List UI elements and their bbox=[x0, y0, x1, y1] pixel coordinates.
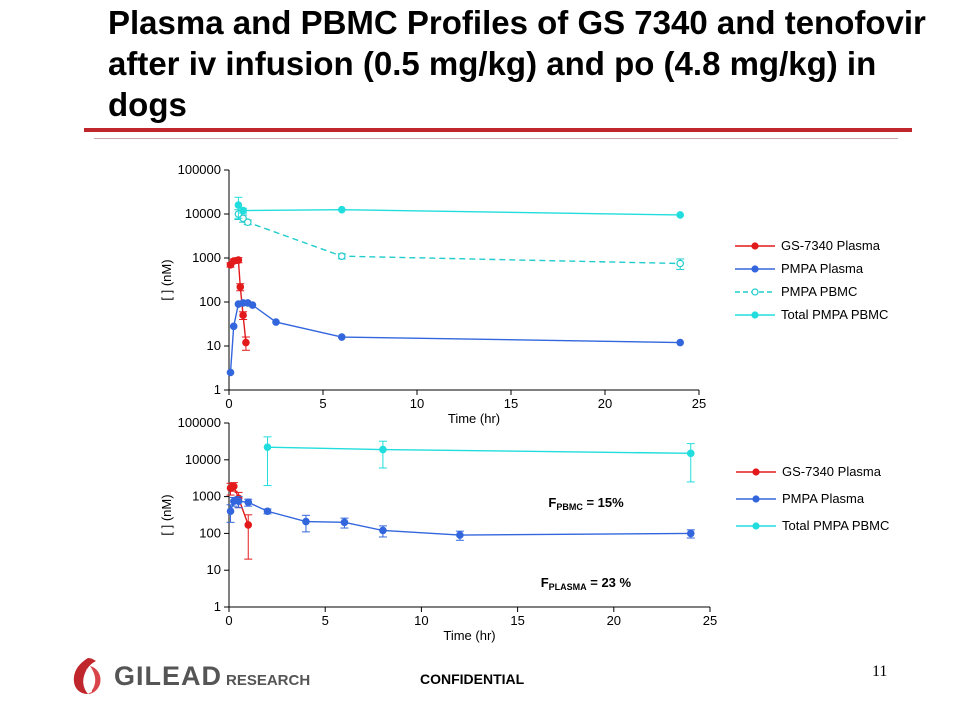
chart-0-data-point bbox=[676, 211, 685, 219]
slide-title: Plasma and PBMC Profiles of GS 7340 and … bbox=[108, 4, 926, 123]
chart-0-data-point bbox=[337, 205, 346, 214]
chart-0-data-point bbox=[244, 218, 252, 227]
chart-1-data-point bbox=[263, 443, 272, 451]
chart-1-legend-label: Total PMPA PBMC bbox=[782, 518, 889, 533]
chart-1-xtick-label: 5 bbox=[322, 613, 329, 628]
chart-0-legend-label: PMPA Plasma bbox=[781, 261, 864, 276]
chart-1-legend-label: GS-7340 Plasma bbox=[782, 464, 882, 479]
chart-1-legend: GS-7340 Plasma PMPA Plasma Total PMPA PBMC bbox=[736, 464, 889, 533]
footer-brand: GILEAD bbox=[114, 661, 223, 691]
chart-0-ytick-label: 10 bbox=[207, 338, 221, 353]
chart-0-xtick-label: 25 bbox=[692, 396, 706, 411]
chart-bottom-plasma-pbmc-po: 1 10 100 1000 10000 100000 0 5 10 15 20 25 Time (hr)… bbox=[159, 415, 889, 643]
chart-0-legend-marker bbox=[751, 288, 759, 296]
chart-1-data-point bbox=[456, 531, 464, 539]
title-divider bbox=[84, 128, 912, 132]
chart-0-xtick-label: 15 bbox=[504, 396, 518, 411]
chart-0-legend-marker bbox=[751, 311, 759, 319]
chart-0-legend-label: GS-7340 Plasma bbox=[781, 238, 881, 253]
chart-1-legend-marker bbox=[752, 522, 760, 530]
chart-1-annotation: FPLASMA = 23 % bbox=[541, 575, 632, 592]
chart-0-data-point bbox=[239, 311, 247, 320]
page-number: 11 bbox=[872, 663, 888, 680]
chart-1-ytick-label: 10000 bbox=[185, 452, 221, 467]
chart-1-series-2 bbox=[263, 436, 695, 487]
chart-1-ytick-label: 1 bbox=[214, 599, 221, 614]
chart-0-series-1 bbox=[226, 299, 685, 377]
chart-0-data-point bbox=[234, 256, 243, 264]
chart-0-data-point bbox=[239, 206, 247, 215]
footer-research: RESEARCH bbox=[226, 672, 311, 689]
chart-0-data-point bbox=[676, 338, 685, 347]
chart-0-data-point bbox=[242, 338, 250, 347]
chart-1-ytick-label: 100 bbox=[199, 525, 221, 540]
chart-0-data-point bbox=[226, 368, 235, 377]
chart-0-legend-marker bbox=[751, 265, 759, 273]
chart-0-legend-label: PMPA PBMC bbox=[781, 284, 857, 299]
title-divider-thin bbox=[94, 138, 898, 139]
chart-0-series-line bbox=[237, 204, 681, 216]
chart-0-legend: GS-7340 Plasma PMPA Plasma PMPA PBMC Total … bbox=[735, 238, 888, 322]
chart-1-xtick-label: 10 bbox=[414, 613, 428, 628]
chart-1-x-axis-title: Time (hr) bbox=[443, 628, 495, 643]
chart-1-ytick-label: 100000 bbox=[178, 415, 221, 430]
chart-1-legend-marker bbox=[752, 468, 760, 476]
chart-1-xtick-label: 15 bbox=[510, 613, 524, 628]
chart-0-data-point bbox=[229, 322, 238, 331]
chart-1-ytick-label: 1000 bbox=[192, 489, 221, 504]
chart-0-series-3 bbox=[234, 196, 685, 219]
chart-0-data-point bbox=[236, 283, 245, 291]
chart-1-data-point bbox=[686, 449, 695, 458]
chart-1-xtick-label: 25 bbox=[703, 613, 717, 628]
chart-1-legend-marker bbox=[752, 495, 760, 503]
chart-0-series-line bbox=[237, 213, 681, 265]
chart-1-data-point bbox=[230, 482, 238, 491]
chart-0-legend-marker bbox=[751, 242, 759, 250]
chart-1-data-point bbox=[263, 507, 272, 516]
chart-1-series-line bbox=[267, 446, 691, 455]
chart-0-xtick-label: 10 bbox=[410, 396, 424, 411]
chart-0-x-axis-title: Time (hr) bbox=[448, 411, 500, 426]
chart-0-data-point bbox=[272, 318, 280, 326]
chart-1-data-point bbox=[244, 521, 253, 529]
footer-confidential: CONFIDENTIAL bbox=[420, 671, 525, 687]
chart-0-ytick-label: 1000 bbox=[192, 250, 221, 265]
chart-0-data-point bbox=[676, 259, 685, 268]
chart-1-data-point bbox=[686, 529, 695, 538]
chart-1-data-point bbox=[234, 497, 243, 505]
chart-1-data-point bbox=[379, 445, 387, 454]
chart-0-ytick-label: 100 bbox=[199, 294, 221, 309]
chart-1-xtick-label: 0 bbox=[225, 613, 232, 628]
chart-0-ytick-label: 10000 bbox=[185, 206, 221, 221]
chart-1-data-point bbox=[302, 517, 310, 526]
chart-0-series-line bbox=[229, 302, 681, 373]
chart-0-xtick-label: 5 bbox=[319, 396, 326, 411]
chart-1-y-axis-title: [ ] (nM) bbox=[159, 494, 174, 535]
chart-1-xtick-label: 20 bbox=[607, 613, 621, 628]
chart-0-xtick-label: 0 bbox=[225, 396, 232, 411]
chart-1-annotation: FPBMC = 15% bbox=[548, 495, 624, 512]
chart-0-data-point bbox=[337, 333, 346, 341]
chart-0-series-2 bbox=[234, 209, 685, 270]
chart-0-xtick-label: 20 bbox=[598, 396, 612, 411]
chart-top-plasma-pbmc-iv: 1 10 100 1000 10000 100000 0 5 10 15 20 25 Time (hr)… bbox=[159, 162, 888, 426]
gilead-logo-icon bbox=[73, 658, 101, 694]
chart-1-data-point bbox=[244, 498, 253, 507]
chart-0-data-point bbox=[248, 301, 257, 309]
chart-1-legend-label: PMPA Plasma bbox=[782, 491, 865, 506]
footer-logo: GILEAD RESEARCH bbox=[70, 656, 370, 696]
chart-1-ytick-label: 10 bbox=[207, 562, 221, 577]
chart-1-data-point bbox=[379, 526, 387, 535]
chart-0-y-axis-title: [ ] (nM) bbox=[159, 259, 174, 300]
chart-1-data-point bbox=[340, 518, 349, 527]
chart-0-legend-label: Total PMPA PBMC bbox=[781, 307, 888, 322]
chart-0-data-point bbox=[234, 201, 243, 209]
chart-0-series-0 bbox=[226, 256, 250, 351]
chart-0-ytick-label: 100000 bbox=[178, 162, 221, 177]
chart-0-ytick-label: 1 bbox=[214, 382, 221, 397]
chart-1-series-1 bbox=[226, 496, 695, 541]
chart-1-data-point bbox=[226, 507, 235, 516]
chart-0-data-point bbox=[337, 252, 346, 260]
